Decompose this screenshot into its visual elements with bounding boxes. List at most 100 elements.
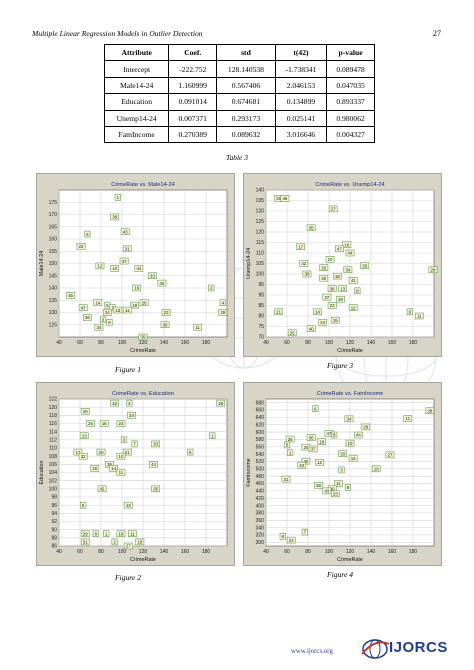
y-tick-label: 125: [49, 322, 58, 328]
scatter-panel-figure-4: 40 60 80 100 120 140 160 180 300 320 340 360 380 400 4…: [243, 382, 442, 566]
point-marker: [122, 306, 132, 314]
data-point: 8: [84, 230, 91, 238]
scatter-panel-figure-1: 40 60 80 100 120 140 160 180 125 130 135 140 145 150 1…: [36, 173, 235, 357]
point-label: 4: [222, 300, 225, 305]
y-tick-label: 680: [256, 400, 265, 406]
y-tick-label: 360: [256, 518, 265, 524]
point-marker: [279, 533, 286, 540]
y-tick-label: 120: [256, 230, 265, 236]
x-tick-label: 120: [346, 549, 355, 555]
running-header: Multiple Linear Regression Models in Out…: [32, 29, 203, 38]
point-label: 40: [303, 459, 308, 464]
chart-title: CrimeRate vs. Unemp14-24: [315, 182, 384, 188]
point-marker: [122, 245, 132, 253]
data-point: 9: [344, 483, 351, 491]
point-marker: [66, 292, 75, 299]
point-label: 20: [142, 300, 147, 305]
point-label: 11: [119, 470, 124, 475]
x-tick-label: 140: [160, 340, 169, 346]
point-label: 3: [102, 318, 105, 323]
point-marker: [86, 420, 95, 427]
y-tick-label: 145: [49, 273, 58, 279]
y-tick-label: 380: [256, 511, 265, 517]
point-label: 17: [298, 244, 303, 249]
data-point: 41: [348, 277, 358, 284]
y-tick-label: 320: [256, 533, 265, 539]
data-point: 13: [338, 285, 348, 292]
point-label: 18: [132, 303, 137, 308]
x-tick-label: 180: [202, 549, 211, 555]
point-marker: [338, 285, 348, 292]
point-marker: [111, 538, 118, 546]
point-marker: [342, 241, 352, 248]
point-marker: [127, 412, 136, 419]
y-tick-label: 110: [256, 251, 264, 257]
point-label: 1: [289, 450, 292, 455]
y-tick-label: 104: [49, 470, 58, 476]
x-tick-label: 180: [202, 340, 211, 346]
point-marker: [109, 465, 118, 472]
x-tick-label: 60: [284, 340, 290, 346]
point-label: 34: [345, 268, 350, 273]
point-label: 7: [111, 305, 114, 310]
point-marker: [314, 482, 323, 489]
y-tick-label: 440: [256, 489, 265, 495]
point-marker: [333, 272, 342, 280]
x-tick-label: 160: [181, 340, 190, 346]
data-point: 8: [279, 533, 286, 540]
point-label: 9: [108, 320, 111, 325]
point-marker: [312, 405, 319, 412]
point-label: 37: [122, 259, 127, 264]
data-point: 33: [360, 262, 370, 269]
point-label: 24: [320, 320, 325, 325]
point-marker: [308, 445, 318, 453]
point-marker: [84, 230, 91, 238]
point-label: 30: [330, 486, 335, 491]
point-label: 16: [102, 421, 107, 426]
point-marker: [274, 308, 283, 316]
table-row: FamIncome 0.270389 0.089632 3.016646 0.0…: [103, 125, 375, 144]
y-tick-label: 620: [256, 422, 265, 428]
table-cell: FamIncome: [103, 125, 170, 144]
scatter-panel-figure-2: 40 60 80 100 120 140 160 180 86 88 90 92 94 96 98 100 10…: [36, 382, 235, 566]
table-caption: Table 3: [225, 153, 249, 162]
data-point: 34: [127, 412, 136, 419]
point-marker: [318, 319, 328, 326]
point-label: 16: [134, 286, 139, 291]
point-marker: [301, 528, 308, 536]
point-label: 18: [319, 439, 324, 444]
table-cell: 0.089632: [216, 125, 276, 144]
point-marker: [132, 284, 142, 292]
point-marker: [113, 306, 123, 314]
point-label: 16: [351, 456, 356, 461]
x-tick-label: 140: [367, 549, 376, 555]
point-marker: [327, 285, 337, 292]
point-marker: [336, 295, 345, 303]
point-marker: [106, 319, 113, 326]
data-point: 32: [319, 264, 329, 271]
data-point: 11: [403, 415, 413, 422]
figure-caption: Figure 1: [114, 365, 142, 374]
data-point: 33: [148, 272, 157, 279]
x-tick-label: 40: [56, 549, 62, 555]
y-tick-label: 112: [49, 438, 57, 444]
data-point: 28: [425, 407, 435, 415]
point-label: 44: [348, 251, 353, 256]
data-point: 44: [345, 249, 355, 257]
data-point: 11: [122, 306, 132, 314]
data-point: 16: [342, 241, 352, 248]
data-point: 17: [73, 448, 83, 456]
data-point: 10: [345, 439, 355, 447]
point-label: 17: [75, 450, 80, 455]
point-label: 21: [125, 450, 130, 455]
data-point: 20: [96, 448, 106, 456]
point-marker: [296, 243, 305, 250]
point-marker: [99, 420, 109, 427]
data-point: 31: [80, 538, 90, 546]
y-tick-label: 110: [49, 446, 57, 452]
data-point: 18: [333, 272, 342, 280]
point-marker: [317, 438, 327, 445]
data-point: 24: [318, 319, 328, 326]
journal-url-link[interactable]: www.ijorcs.org: [291, 648, 333, 655]
y-tick-label: 100: [49, 487, 58, 493]
